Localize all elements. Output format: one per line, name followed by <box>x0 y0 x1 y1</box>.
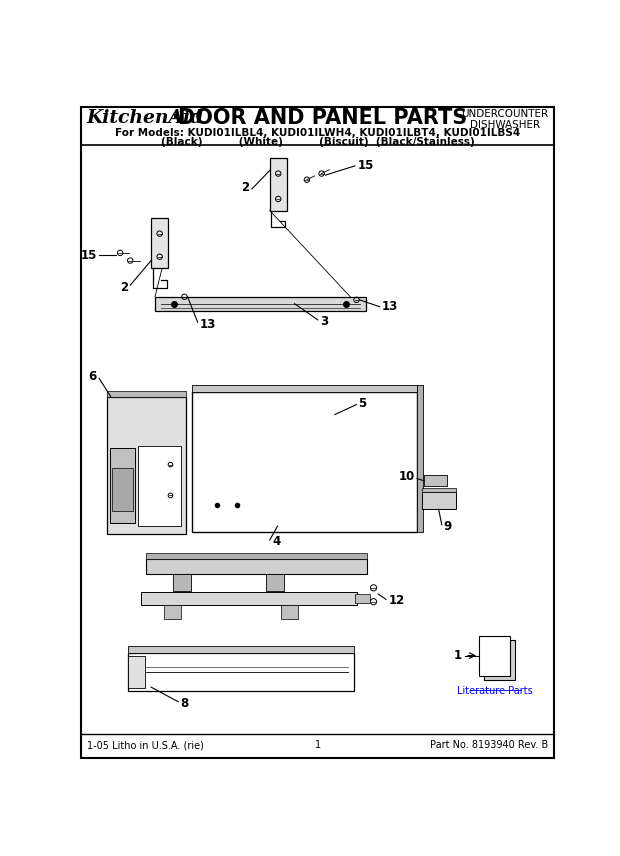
Text: Literature Parts: Literature Parts <box>456 686 533 696</box>
Bar <box>112 468 133 511</box>
Bar <box>146 553 366 559</box>
Text: Part No. 8193940 Rev. B: Part No. 8193940 Rev. B <box>430 740 549 750</box>
Text: ·: · <box>172 108 179 127</box>
Bar <box>422 488 456 492</box>
Bar <box>164 604 182 619</box>
Bar <box>146 559 366 574</box>
Bar <box>173 574 192 591</box>
Bar <box>484 640 515 681</box>
Text: 10: 10 <box>399 471 415 484</box>
Text: 15: 15 <box>357 159 374 172</box>
Bar <box>151 218 168 268</box>
Bar <box>266 574 285 591</box>
Bar <box>422 492 456 509</box>
Bar <box>192 392 417 532</box>
Bar <box>192 384 417 392</box>
Bar <box>128 652 354 691</box>
Bar <box>128 656 145 688</box>
Bar <box>417 384 423 532</box>
Bar <box>270 158 287 211</box>
Bar <box>138 446 180 526</box>
Text: 4: 4 <box>272 535 280 548</box>
Text: eReplacementParts.com: eReplacementParts.com <box>230 427 383 440</box>
Bar <box>107 397 186 534</box>
Bar <box>479 636 510 676</box>
Bar <box>280 604 298 619</box>
Bar <box>355 594 371 603</box>
Bar <box>107 390 186 397</box>
Text: (Black)          (White)          (Biscuit)  (Black/Stainless): (Black) (White) (Biscuit) (Black/Stainle… <box>161 137 475 146</box>
Text: 8: 8 <box>180 697 189 710</box>
Bar <box>141 592 356 604</box>
Text: 2: 2 <box>120 281 128 294</box>
Text: 13: 13 <box>382 300 398 313</box>
Text: KitchenAid: KitchenAid <box>87 109 204 127</box>
Text: 3: 3 <box>320 315 328 328</box>
Bar <box>110 448 135 523</box>
Text: 1: 1 <box>454 649 462 662</box>
Text: 2: 2 <box>241 181 249 194</box>
Text: For Models: KUDI01ILBL4, KUDI01ILWH4, KUDI01ILBT4, KUDI01ILBS4: For Models: KUDI01ILBL4, KUDI01ILWH4, KU… <box>115 128 520 138</box>
Bar <box>424 475 447 486</box>
Text: 1: 1 <box>315 740 321 750</box>
Text: 15: 15 <box>81 249 97 262</box>
Text: 1-05 Litho in U.S.A. (rie): 1-05 Litho in U.S.A. (rie) <box>87 740 204 750</box>
Text: 13: 13 <box>200 318 216 331</box>
Text: DOOR AND PANEL PARTS: DOOR AND PANEL PARTS <box>179 108 467 128</box>
Text: 9: 9 <box>443 520 451 532</box>
Text: 6: 6 <box>89 371 97 383</box>
Text: UNDERCOUNTER
DISHWASHER: UNDERCOUNTER DISHWASHER <box>461 109 549 130</box>
Bar <box>155 297 366 311</box>
Bar <box>128 645 354 652</box>
Text: 12: 12 <box>388 594 404 608</box>
Text: 5: 5 <box>358 396 366 409</box>
